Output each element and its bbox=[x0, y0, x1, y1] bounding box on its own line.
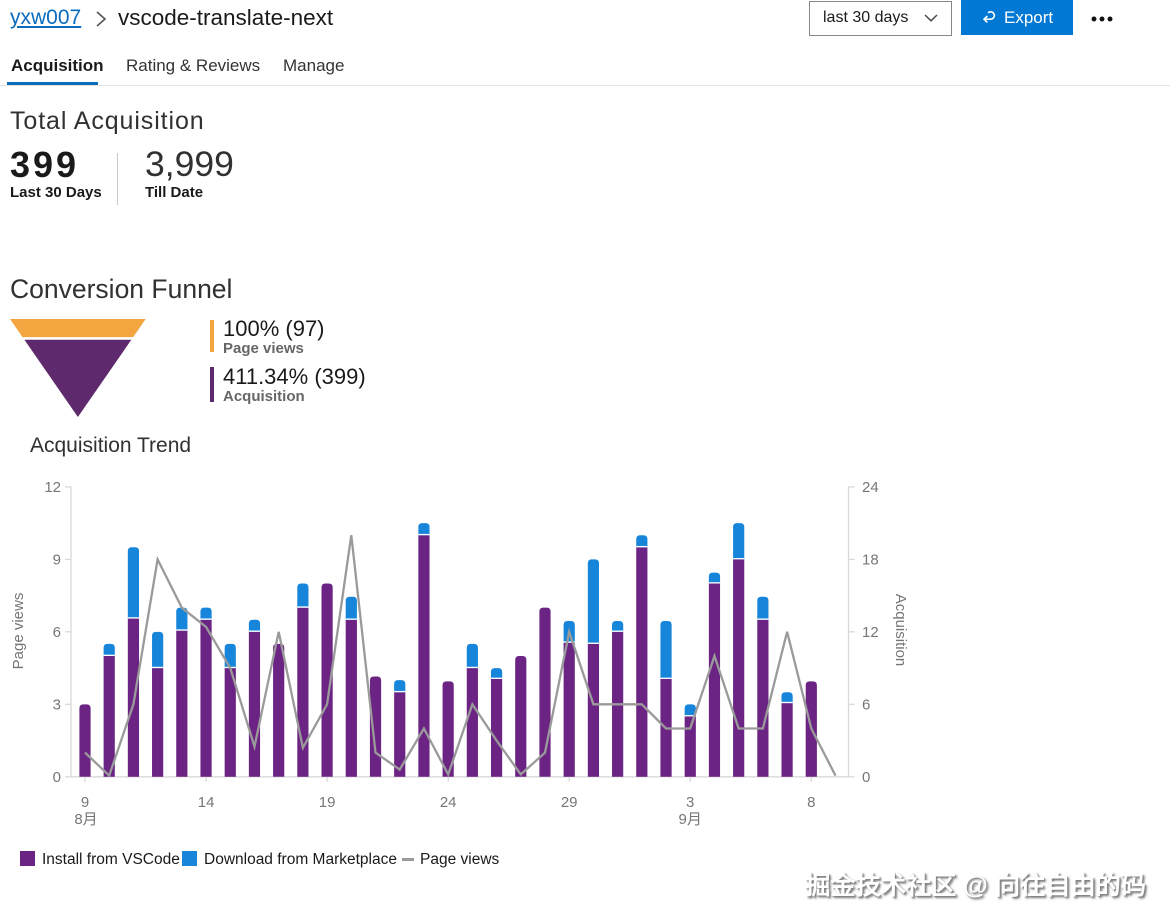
svg-text:3: 3 bbox=[686, 794, 694, 811]
svg-text:9月: 9月 bbox=[679, 811, 702, 828]
svg-text:0: 0 bbox=[862, 769, 870, 786]
svg-text:19: 19 bbox=[319, 794, 336, 811]
svg-text:6: 6 bbox=[862, 697, 870, 714]
svg-text:Acquisition: Acquisition bbox=[892, 594, 909, 667]
svg-text:24: 24 bbox=[440, 794, 457, 811]
svg-text:29: 29 bbox=[561, 794, 578, 811]
svg-text:9: 9 bbox=[81, 794, 89, 811]
svg-text:8: 8 bbox=[807, 794, 815, 811]
svg-text:Page views: Page views bbox=[10, 593, 27, 670]
svg-text:14: 14 bbox=[198, 794, 215, 811]
svg-text:9: 9 bbox=[53, 552, 61, 569]
svg-text:24: 24 bbox=[862, 479, 879, 496]
svg-text:12: 12 bbox=[44, 479, 61, 496]
svg-text:18: 18 bbox=[862, 552, 879, 569]
svg-text:12: 12 bbox=[862, 624, 879, 641]
svg-text:6: 6 bbox=[53, 624, 61, 641]
svg-text:8月: 8月 bbox=[74, 811, 97, 828]
svg-text:3: 3 bbox=[53, 697, 61, 714]
svg-text:0: 0 bbox=[53, 769, 61, 786]
